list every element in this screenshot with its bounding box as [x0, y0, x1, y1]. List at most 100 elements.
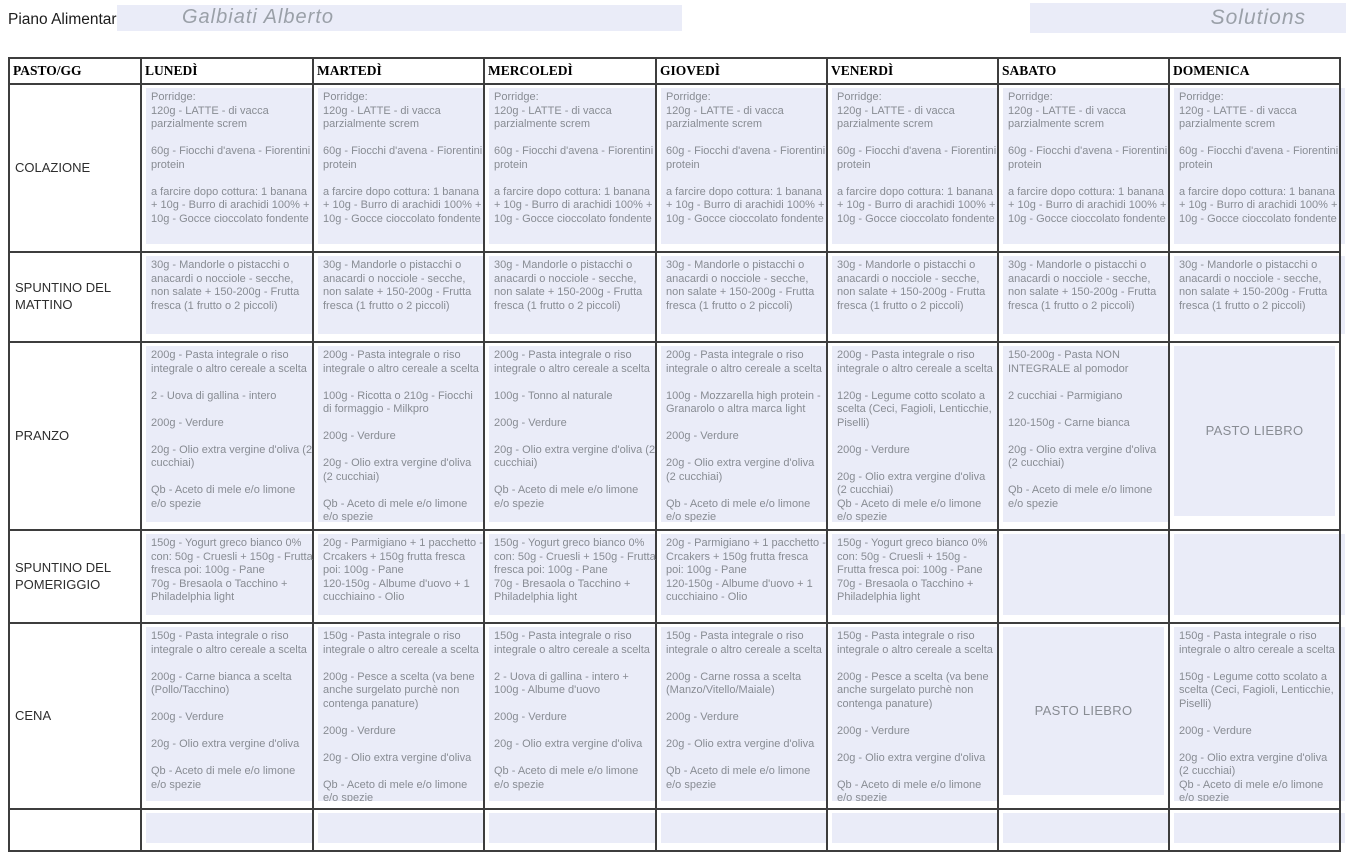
- meal-text: PASTO LIEBRO: [1034, 703, 1133, 719]
- meal-text: Porridge: 120g - LATTE - di vacca parzia…: [151, 91, 311, 225]
- meal-cell: Porridge: 120g - LATTE - di vacca parzia…: [1168, 83, 1345, 253]
- meal-text: 200g - Pasta integrale o riso integrale …: [151, 349, 313, 510]
- meal-cell: 30g - Mandorle o pistacchi o anacardi o …: [483, 251, 661, 343]
- meal-field[interactable]: 30g - Mandorle o pistacchi o anacardi o …: [1174, 256, 1345, 334]
- meal-field[interactable]: [1003, 813, 1174, 843]
- meal-text: 30g - Mandorle o pistacchi o anacardi o …: [837, 259, 986, 312]
- meal-cell: [826, 808, 1003, 852]
- meal-cell: 30g - Mandorle o pistacchi o anacardi o …: [1168, 251, 1345, 343]
- col-header-mercoledi: MERCOLEDÌ: [483, 57, 657, 85]
- meal-cell: 150g - Pasta integrale o riso integrale …: [483, 622, 661, 810]
- meal-field[interactable]: 30g - Mandorle o pistacchi o anacardi o …: [832, 256, 1003, 334]
- meal-text: 200g - Pasta integrale o riso integrale …: [494, 349, 656, 510]
- meal-field[interactable]: [1174, 813, 1345, 843]
- meal-field[interactable]: 150g - Pasta integrale o riso integrale …: [146, 627, 318, 801]
- meal-field[interactable]: 30g - Mandorle o pistacchi o anacardi o …: [1003, 256, 1174, 334]
- meal-field[interactable]: Porridge: 120g - LATTE - di vacca parzia…: [489, 88, 661, 244]
- row-label-cena: CENA: [8, 622, 142, 810]
- meal-field[interactable]: [318, 813, 489, 843]
- meal-field[interactable]: 200g - Pasta integrale o riso integrale …: [832, 346, 1003, 522]
- meal-field[interactable]: 200g - Pasta integrale o riso integrale …: [146, 346, 318, 522]
- meal-field[interactable]: 20g - Parmigiano + 1 pacchetto - Crcaker…: [318, 534, 489, 615]
- meal-field[interactable]: 30g - Mandorle o pistacchi o anacardi o …: [661, 256, 832, 334]
- meal-field[interactable]: 200g - Pasta integrale o riso integrale …: [489, 346, 661, 522]
- meal-plan-page: Piano Alimentare di Galbiati Alberto Sol…: [8, 3, 1346, 852]
- meal-text: 30g - Mandorle o pistacchi o anacardi o …: [1008, 259, 1157, 312]
- meal-text: 150g - Yogurt greco bianco 0% con: 50g -…: [494, 537, 656, 603]
- meal-cell: 150-200g - Pasta NON INTEGRALE al pomodo…: [997, 341, 1174, 531]
- meal-cell: 150g - Pasta integrale o riso integrale …: [312, 622, 489, 810]
- meal-field[interactable]: Porridge: 120g - LATTE - di vacca parzia…: [1174, 88, 1345, 244]
- col-header-domenica: DOMENICA: [1168, 57, 1341, 85]
- meal-cell: 20g - Parmigiano + 1 pacchetto - Crcaker…: [655, 529, 832, 624]
- meal-field[interactable]: 30g - Mandorle o pistacchi o anacardi o …: [489, 256, 661, 334]
- meal-field[interactable]: 150g - Pasta integrale o riso integrale …: [489, 627, 661, 801]
- meal-cell: 150g - Yogurt greco bianco 0% con: 50g -…: [483, 529, 661, 624]
- meal-field[interactable]: [832, 813, 1003, 843]
- meal-text: 200g - Pasta integrale o riso integrale …: [837, 349, 993, 522]
- meal-cell: 150g - Yogurt greco bianco 0% con: 50g -…: [826, 529, 1003, 624]
- meal-cell: Porridge: 120g - LATTE - di vacca parzia…: [997, 83, 1174, 253]
- meal-field[interactable]: 150-200g - Pasta NON INTEGRALE al pomodo…: [1003, 346, 1174, 522]
- meal-text: 150g - Pasta integrale o riso integrale …: [151, 630, 307, 791]
- meal-field[interactable]: 150g - Yogurt greco bianco 0% con: 50g -…: [832, 534, 1003, 615]
- header-row: PASTO/GG LUNEDÌ MARTEDÌ MERCOLEDÌ GIOVED…: [8, 57, 1341, 85]
- meal-field[interactable]: [1003, 534, 1174, 615]
- col-header-pasto-gg: PASTO/GG: [8, 57, 142, 85]
- patient-name-field[interactable]: Galbiati Alberto: [117, 5, 682, 31]
- meal-text: 30g - Mandorle o pistacchi o anacardi o …: [666, 259, 815, 312]
- brand-logo-text: Solutions: [1210, 6, 1306, 29]
- meal-field[interactable]: [1174, 534, 1345, 615]
- meal-cell: [312, 808, 489, 852]
- meal-cell: Porridge: 120g - LATTE - di vacca parzia…: [140, 83, 318, 253]
- meal-cell: 200g - Pasta integrale o riso integrale …: [826, 341, 1003, 531]
- meal-text: Porridge: 120g - LATTE - di vacca parzia…: [1179, 91, 1339, 225]
- meal-cell: 200g - Pasta integrale o riso integrale …: [655, 341, 832, 531]
- meal-field[interactable]: Porridge: 120g - LATTE - di vacca parzia…: [146, 88, 318, 244]
- table-row-cena: CENA 150g - Pasta integrale o riso integ…: [8, 622, 1345, 810]
- meal-cell: [1168, 529, 1345, 624]
- meal-field[interactable]: 30g - Mandorle o pistacchi o anacardi o …: [318, 256, 489, 334]
- meal-field[interactable]: Porridge: 120g - LATTE - di vacca parzia…: [1003, 88, 1174, 244]
- meal-field[interactable]: Porridge: 120g - LATTE - di vacca parzia…: [661, 88, 832, 244]
- col-header-sabato: SABATO: [997, 57, 1170, 85]
- col-header-giovedi: GIOVEDÌ: [655, 57, 828, 85]
- meal-field[interactable]: [489, 813, 661, 843]
- meal-cell: PASTO LIEBRO: [997, 622, 1170, 810]
- meal-field[interactable]: 150g - Yogurt greco bianco 0% con: 50g -…: [146, 534, 318, 615]
- meal-field[interactable]: 200g - Pasta integrale o riso integrale …: [318, 346, 489, 522]
- meal-text: 150-200g - Pasta NON INTEGRALE al pomodo…: [1008, 349, 1157, 510]
- meal-field[interactable]: PASTO LIEBRO: [1174, 346, 1335, 516]
- meal-field[interactable]: 200g - Pasta integrale o riso integrale …: [661, 346, 832, 522]
- meal-field[interactable]: 150g - Pasta integrale o riso integrale …: [661, 627, 832, 801]
- col-header-lunedi: LUNEDÌ: [140, 57, 314, 85]
- meal-text: 150g - Pasta integrale o riso integrale …: [494, 630, 650, 791]
- meal-field[interactable]: Porridge: 120g - LATTE - di vacca parzia…: [832, 88, 1003, 244]
- meal-field[interactable]: [661, 813, 832, 843]
- meal-cell: 30g - Mandorle o pistacchi o anacardi o …: [655, 251, 832, 343]
- meal-text: 150g - Pasta integrale o riso integrale …: [666, 630, 822, 791]
- meal-text: 150g - Pasta integrale o riso integrale …: [837, 630, 993, 801]
- table-row-colazione: COLAZIONE Porridge: 120g - LATTE - di va…: [8, 83, 1345, 253]
- meal-field[interactable]: PASTO LIEBRO: [1003, 627, 1164, 795]
- meal-field[interactable]: 150g - Pasta integrale o riso integrale …: [1174, 627, 1345, 801]
- meal-text: 30g - Mandorle o pistacchi o anacardi o …: [1179, 259, 1328, 312]
- brand-logo-field: Solutions: [1030, 3, 1346, 33]
- meal-cell: 200g - Pasta integrale o riso integrale …: [483, 341, 661, 531]
- meal-cell: 200g - Pasta integrale o riso integrale …: [140, 341, 318, 531]
- meal-cell: [655, 808, 832, 852]
- meal-field[interactable]: 150g - Pasta integrale o riso integrale …: [318, 627, 489, 801]
- meal-cell: [1168, 808, 1345, 852]
- meal-field[interactable]: 20g - Parmigiano + 1 pacchetto - Crcaker…: [661, 534, 832, 615]
- meal-field[interactable]: 150g - Pasta integrale o riso integrale …: [832, 627, 1003, 801]
- meal-text: 150g - Pasta integrale o riso integrale …: [323, 630, 479, 801]
- meal-text: 30g - Mandorle o pistacchi o anacardi o …: [323, 259, 472, 312]
- meal-field[interactable]: 30g - Mandorle o pistacchi o anacardi o …: [146, 256, 318, 334]
- meal-field[interactable]: Porridge: 120g - LATTE - di vacca parzia…: [318, 88, 489, 244]
- meal-text: Porridge: 120g - LATTE - di vacca parzia…: [1008, 91, 1168, 225]
- meal-field[interactable]: [146, 813, 318, 843]
- meal-field[interactable]: 150g - Yogurt greco bianco 0% con: 50g -…: [489, 534, 661, 615]
- meal-text: 20g - Parmigiano + 1 pacchetto - Crcaker…: [323, 537, 483, 603]
- row-label-pranzo: PRANZO: [8, 341, 142, 531]
- meal-cell: [483, 808, 661, 852]
